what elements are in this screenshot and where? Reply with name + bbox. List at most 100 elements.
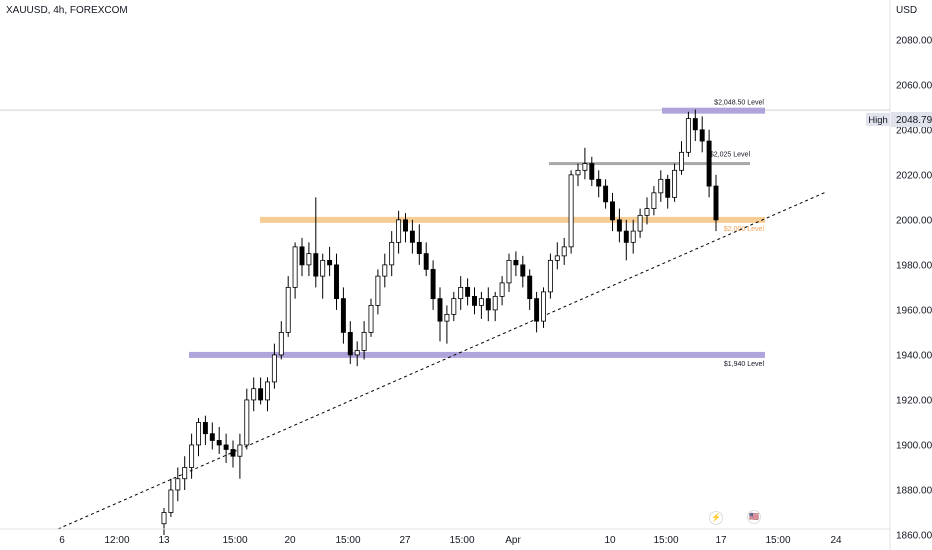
candle-body [534,298,540,322]
time-tick-label: 15:00 [335,535,360,546]
time-axis[interactable]: 6 12:00 13 15:00 20 15:00 27 15:00 Apr 10 15:00 17 1… [59,535,842,546]
candle-body [416,241,422,255]
candle-body [478,298,484,306]
candle-body [706,140,712,187]
candle-body [658,178,664,194]
candle-body [258,388,264,401]
candle-body [692,118,698,131]
price-tick-label: 1860.00 [896,531,932,542]
time-tick-label: 10 [604,535,616,546]
candle-body [568,174,574,248]
time-tick-label: 15:00 [765,535,790,546]
candle-body [506,259,512,284]
candle-body [396,219,402,243]
candle-body [575,169,581,176]
candle-body [582,163,588,171]
candle-body [596,178,602,187]
candle-body [520,264,526,277]
candle-body [616,219,622,232]
candle-body [189,444,195,468]
level-zones: $2,048.50 Level $2,025 Level $2,000 Level $… [189,100,765,368]
candle-body [409,230,415,243]
candle-body [313,253,319,277]
candle-body [485,298,491,311]
candle-body [423,253,429,270]
time-tick-label: Apr [505,535,521,546]
candle-body [603,185,609,203]
candle-body [444,313,450,322]
candle-body [554,255,560,261]
level-zone [549,162,750,166]
candle-body [547,259,553,293]
candle-body [347,332,353,356]
candle-body [389,241,395,266]
candle-body [672,169,678,198]
price-tick-label: 1940.00 [896,350,932,361]
price-axis[interactable]: 1860.00 1880.00 1900.00 1920.00 1940.00 1960.… [896,35,932,541]
candle-body [665,178,671,198]
candle-body [589,163,595,180]
candle-body [196,422,201,446]
price-tag-group: High 2048.79 [866,112,932,127]
candle-body [651,192,657,209]
level-label: $2,000 Level [724,226,765,233]
level-label: $2,025 Level [710,152,751,159]
candle-body [610,201,615,221]
candle-body [437,298,443,322]
candle-body [699,129,705,142]
candle-body [375,275,381,306]
time-tick-label: 24 [830,535,842,546]
currency-label: USD [896,5,918,16]
time-tick-label: 15:00 [222,535,247,546]
candle-body [216,440,222,446]
level-label: $2,048.50 Level [714,100,764,107]
level-zone [189,351,765,358]
price-tick-label: 1980.00 [896,260,932,271]
candle-body [251,388,257,401]
candle-body [630,230,636,243]
candle-body [265,381,270,401]
candle-body [382,264,388,277]
price-tick-label: 1960.00 [896,305,932,316]
candle-body [492,295,498,311]
candle-body [513,259,519,266]
trendline[interactable] [57,191,827,530]
candle-body [685,118,691,153]
high-tag-label: High [868,115,888,126]
candle-body [161,512,167,525]
time-tick-label: 12:00 [104,535,129,546]
candles [161,109,719,535]
high-value-box [891,112,932,127]
candle-body [354,350,360,356]
candle-body [430,268,436,300]
candle-body [271,354,277,383]
candle-body [223,444,229,450]
candle-body [175,478,181,491]
candle-body [527,275,533,300]
price-tick-label: 2020.00 [896,170,932,181]
candle-body [713,185,719,221]
price-tick-label: 2060.00 [896,80,932,91]
candle-body [327,259,333,266]
time-tick-label: 27 [399,535,411,546]
time-tick-label: 15:00 [653,535,678,546]
candle-body [306,253,312,266]
candle-body [244,399,250,446]
candle-body [465,286,471,297]
level-label: $1,940 Level [724,361,765,368]
time-tick-label: 17 [715,535,727,546]
candle-body [403,219,408,232]
lightning-icon[interactable]: ⚡ [709,511,723,525]
candle-body [168,489,174,513]
candle-body [299,246,305,266]
time-tick-label: 15:00 [449,535,474,546]
time-tick-label: 13 [158,535,170,546]
candle-body [679,151,684,171]
candle-body [637,214,643,232]
time-tick-label: 6 [59,535,65,546]
candle-body [182,467,188,480]
candle-body [368,304,374,333]
candle-body [278,332,284,356]
flag-icon[interactable]: 🇺🇸 [747,510,761,524]
